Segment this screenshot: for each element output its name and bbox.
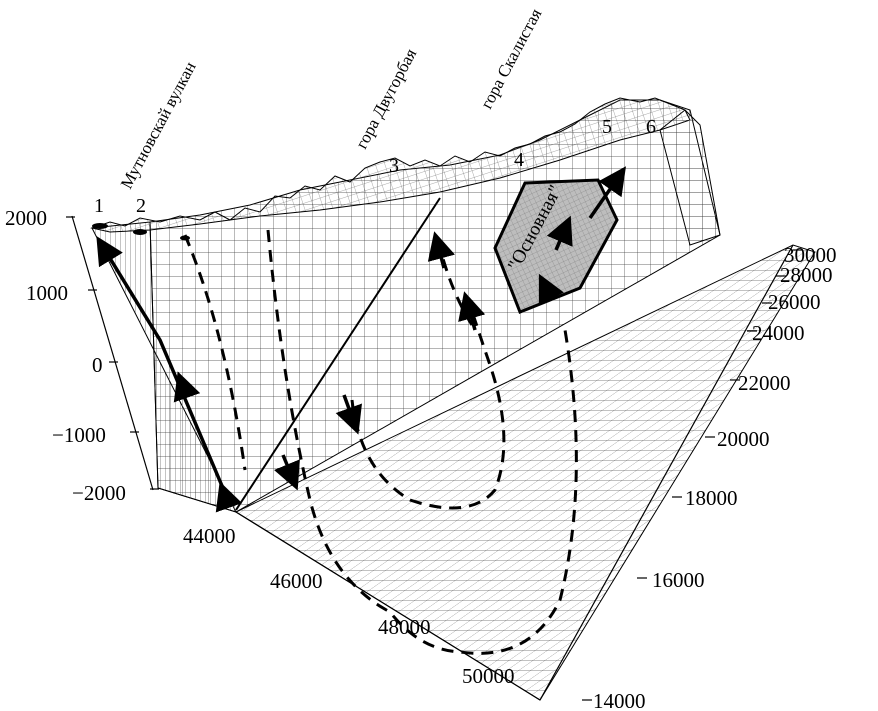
depth-axis-line (539, 244, 794, 701)
vertical-tick-label: 0 (92, 353, 103, 377)
vertical-tick-label: −2000 (72, 481, 126, 505)
vertical-tick-label: 1000 (26, 281, 68, 305)
depth-tick-label: 28000 (780, 263, 833, 287)
fault-line (235, 197, 441, 511)
depth-axis-ticks (582, 249, 803, 701)
terrain-surface (90, 97, 691, 233)
upflow-arrow-1 (458, 291, 486, 331)
point-number-3: 3 (389, 155, 399, 177)
depth-tick-label: 26000 (768, 290, 821, 314)
downflow-arrow-1 (335, 394, 362, 435)
vertical-axis-ticks (66, 216, 159, 490)
point-number-4: 4 (514, 149, 524, 171)
ascending-flow-solid (96, 236, 230, 501)
depth-tick-label: 18000 (685, 486, 738, 510)
front-axis-line (235, 511, 541, 701)
zone-arrow-middle (546, 215, 573, 251)
vent-marker-2 (133, 229, 147, 235)
front-tick-label: 46000 (270, 569, 323, 593)
vertical-axis-line (71, 215, 154, 491)
peak-label-dvugorbaya: гора Двугорбая (352, 45, 421, 152)
zone-arrow-lower (538, 273, 564, 306)
depth-tick-label: 22000 (738, 371, 791, 395)
vent-marker-1 (92, 223, 108, 229)
upflow-arrow-2 (427, 231, 455, 269)
dashed-flow-path-inner (183, 229, 578, 655)
peak-label-mutnovsky: Мутновскай вулкан (117, 59, 200, 192)
front-tick-label: 44000 (183, 524, 236, 548)
arrow-mid-2 (215, 481, 243, 513)
dashed-flow-path-middle (350, 304, 506, 510)
depth-tick-label: 30000 (784, 243, 837, 267)
arrow-mid-1 (173, 371, 201, 403)
zone-arrow-upper (588, 166, 626, 219)
peak-label-skalistaya: гора Скалистая (477, 5, 546, 112)
vertical-tick-label: 2000 (5, 206, 47, 230)
point-number-5: 5 (602, 116, 612, 138)
depth-tick-label: 20000 (717, 427, 770, 451)
depth-tick-label: 14000 (593, 689, 646, 711)
right-edge-wall (659, 109, 721, 246)
depth-tick-label: 24000 (752, 321, 805, 345)
downflow-arrow-2 (274, 454, 300, 491)
front-tick-label: 48000 (378, 615, 431, 639)
point-number-6: 6 (646, 116, 656, 138)
depth-tick-label: 16000 (652, 568, 705, 592)
front-tick-label: 50000 (462, 664, 515, 688)
vertical-tick-label: −1000 (52, 423, 106, 447)
point-number-1: 1 (94, 195, 104, 217)
point-number-2: 2 (136, 195, 146, 217)
